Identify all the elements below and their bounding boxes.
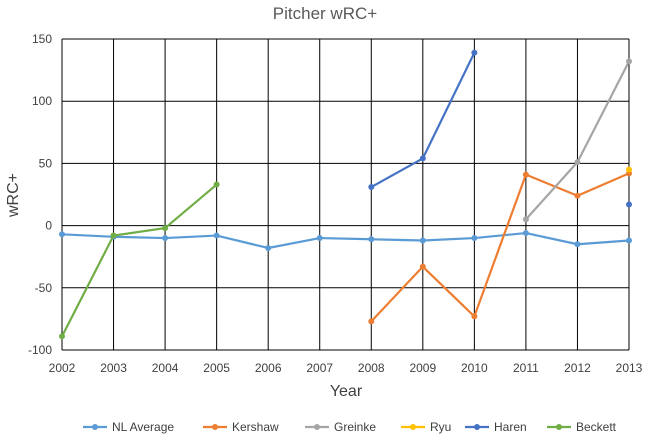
legend-item-beckett: Beckett (547, 420, 617, 434)
data-point-haren (419, 155, 426, 162)
series-line-beckett (61, 183, 218, 337)
legend-marker (212, 424, 218, 430)
x-tick-labels: 2002 2003 2004 2005 2006 2007 2008 2009 2010 2011… (49, 361, 643, 375)
legend-label: Haren (494, 420, 527, 434)
legend-marker (314, 424, 320, 430)
data-point-nl-average (574, 241, 581, 248)
data-point-kershaw (522, 171, 529, 178)
data-point-nl-average (265, 244, 272, 251)
data-point-nl-average (213, 232, 220, 239)
data-point-kershaw (368, 318, 375, 325)
series-lines (59, 49, 632, 340)
series-nl-average (59, 230, 632, 251)
y-axis-label: wRC+ (5, 173, 22, 218)
data-point-nl-average (162, 235, 169, 242)
data-point-nl-average (59, 231, 65, 238)
x-tick-label: 2013 (616, 361, 643, 375)
chart-title: Pitcher wRC+ (273, 4, 377, 23)
y-tick-labels: -100 -50 0 50 100 150 (28, 32, 52, 357)
x-tick-label: 2003 (100, 361, 127, 375)
data-point-nl-average (626, 237, 632, 244)
data-point-beckett (162, 225, 169, 232)
data-point-nl-average (368, 236, 375, 243)
data-point-nl-average (316, 235, 323, 242)
x-tick-label: 2006 (255, 361, 282, 375)
data-point-beckett (110, 232, 117, 239)
legend-item-greinke: Greinke (305, 420, 376, 434)
y-tick-label: 0 (45, 219, 52, 233)
y-tick-label: -50 (35, 281, 53, 295)
y-tick-label: 50 (39, 156, 53, 170)
legend: NL Average Kershaw Greinke Ryu Haren Beckett (83, 420, 617, 434)
data-point-kershaw (471, 313, 478, 320)
data-point-kershaw (419, 263, 426, 270)
data-point-ryu (626, 166, 632, 173)
legend-item-ryu: Ryu (401, 420, 451, 434)
series-beckett (59, 181, 220, 340)
data-point-haren (626, 201, 632, 208)
x-tick-label: 2008 (358, 361, 385, 375)
data-point-kershaw (574, 192, 581, 199)
data-point-beckett (213, 181, 220, 188)
data-point-haren (368, 184, 375, 191)
legend-item-nl-average: NL Average (83, 420, 174, 434)
legend-label: Kershaw (232, 420, 279, 434)
legend-label: Ryu (430, 420, 451, 434)
data-point-greinke (626, 58, 632, 65)
x-tick-label: 2010 (461, 361, 488, 375)
legend-item-haren: Haren (465, 420, 527, 434)
legend-label: Beckett (576, 420, 617, 434)
x-tick-label: 2011 (513, 361, 539, 375)
data-point-greinke (522, 216, 529, 223)
y-tick-label: 150 (32, 32, 52, 46)
data-point-haren (471, 49, 478, 56)
x-axis-label: Year (330, 383, 363, 400)
series-line-kershaw (370, 172, 630, 323)
data-point-nl-average (471, 235, 478, 242)
legend-marker (92, 424, 98, 430)
x-tick-label: 2012 (564, 361, 591, 375)
y-tick-label: 100 (32, 94, 52, 108)
data-point-beckett (59, 333, 65, 340)
y-tick-label: -100 (28, 343, 52, 357)
series-kershaw (368, 170, 632, 325)
legend-item-kershaw: Kershaw (203, 420, 279, 434)
x-tick-label: 2004 (152, 361, 179, 375)
data-point-greinke (574, 159, 581, 166)
legend-label: Greinke (334, 420, 376, 434)
legend-marker (410, 424, 416, 430)
x-tick-label: 2009 (409, 361, 436, 375)
legend-label: NL Average (112, 420, 174, 434)
series-ryu (626, 166, 632, 173)
x-tick-label: 2007 (306, 361, 333, 375)
series-greinke (522, 58, 632, 223)
series-haren (368, 49, 632, 208)
x-tick-label: 2002 (49, 361, 76, 375)
legend-marker (556, 424, 562, 430)
data-point-nl-average (419, 237, 426, 244)
gridlines (61, 38, 630, 351)
series-line-nl-average (61, 231, 630, 250)
legend-marker (474, 424, 480, 430)
x-tick-label: 2005 (203, 361, 230, 375)
data-point-nl-average (522, 230, 529, 237)
